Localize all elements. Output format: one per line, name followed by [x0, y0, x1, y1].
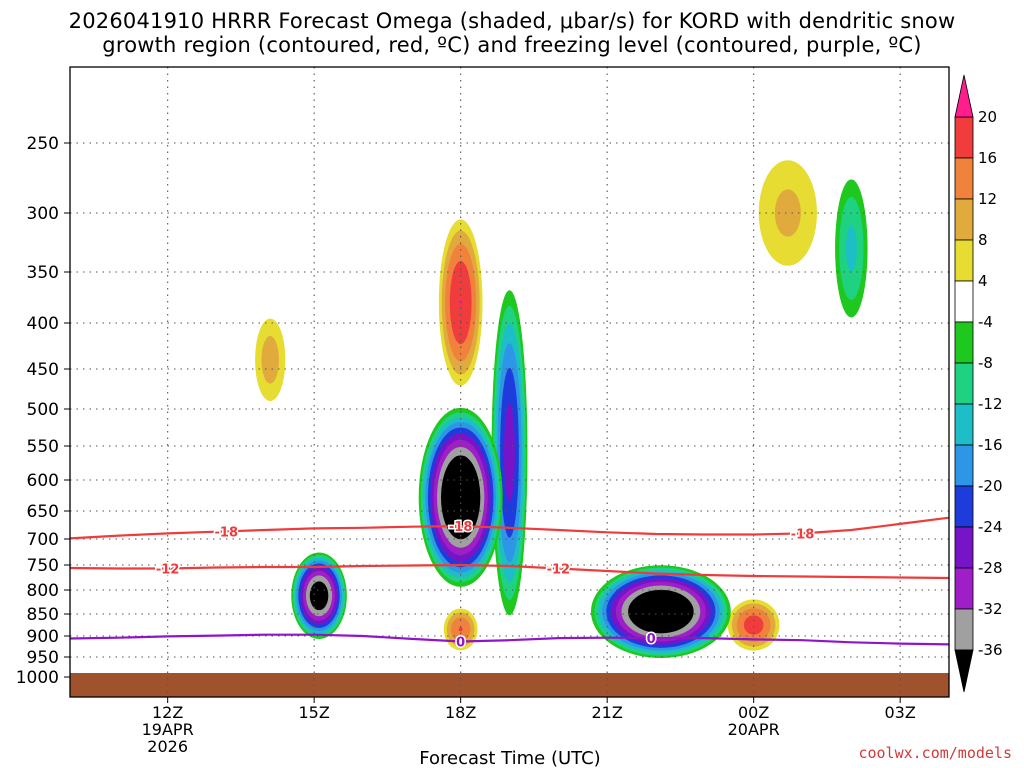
colorbar-top-arrow: [954, 74, 974, 118]
omega-contour-6-neg24: [504, 403, 515, 502]
colorbar-label-10: -24: [978, 518, 1003, 536]
colorbar-label-2: 12: [978, 190, 997, 208]
ytick-label-500: 500: [27, 400, 59, 420]
ytick-label-600: 600: [27, 471, 59, 491]
ytick-label-1000: 1000: [16, 668, 59, 688]
ytick-label-400: 400: [27, 314, 59, 334]
colorbar-label-7: -12: [978, 395, 1003, 413]
omega-contour-4-16: [743, 615, 764, 635]
contour-line-2: [70, 633, 949, 646]
chart-title-line2: growth region (contoured, red, ºC) and f…: [102, 33, 922, 57]
ytick-label-900: 900: [27, 627, 59, 647]
omega-shading: [255, 160, 868, 658]
omega-contour-2-neg12: [845, 225, 857, 272]
ytick-label-300: 300: [27, 204, 59, 224]
xtick-label-27: 03Z: [885, 703, 916, 722]
ytick-label-700: 700: [27, 530, 59, 550]
omega-contour-5-20: [458, 300, 463, 305]
plot-frame: [69, 66, 950, 698]
colorbar-label-8: -16: [978, 436, 1003, 454]
ytick-label-650: 650: [27, 502, 59, 522]
ytick-label-550: 550: [27, 437, 59, 457]
colorbar-band-7: [954, 403, 974, 446]
contour-label-1-0: -12: [156, 563, 180, 578]
xtick-date-12: 19APR: [142, 720, 194, 739]
colorbar-bottom-arrow: [954, 649, 974, 693]
xtick-label-15: 15Z: [299, 703, 330, 722]
chart-title-line1: 2026041910 HRRR Forecast Omega (shaded, …: [68, 9, 956, 33]
ytick-label-450: 450: [27, 360, 59, 380]
colorbar-band-3: [954, 239, 974, 282]
contour-line-0: [70, 516, 949, 540]
x-axis-label: Forecast Time (UTC): [419, 748, 600, 768]
ytick-label-750: 750: [27, 556, 59, 576]
colorbar-label-12: -32: [978, 600, 1003, 618]
colorbar-band-6: [954, 362, 974, 405]
contour-label-2-1: 0: [647, 632, 656, 647]
ytick-label-350: 350: [27, 263, 59, 283]
contour-label-0-2: -18: [791, 527, 815, 542]
pressure-axis: 2503003504004505005506006507007508008509…: [16, 134, 70, 688]
colorbar-legend: 20 16 12 8 4 -4 -8 -12 -16 -20 -24 -28 -32 -36: [954, 74, 1003, 693]
colorbar-band-0: [954, 116, 974, 159]
omega-contour-1-8: [261, 336, 279, 384]
contour-label-2-0: 0: [456, 635, 465, 650]
colorbar-label-11: -28: [978, 559, 1003, 577]
omega-contour-3-16: [458, 627, 463, 632]
ground-surface: [70, 673, 949, 697]
colorbar-band-9: [954, 485, 974, 528]
isotherm-contours: -18 -18 -18 -12 -12 0 0: [70, 516, 949, 652]
contour-line-1: [70, 563, 949, 580]
colorbar-label-9: -20: [978, 477, 1003, 495]
colorbar-band-10: [954, 526, 974, 569]
colorbar-label-3: 8: [978, 231, 988, 249]
contour-label-1-1: -12: [547, 563, 571, 578]
colorbar-band-11: [954, 567, 974, 610]
xtick-label-12: 12Z: [152, 703, 183, 722]
colorbar-band-4: [954, 280, 974, 323]
colorbar-band-12: [954, 608, 974, 651]
colorbar-label-13: -36: [978, 641, 1003, 659]
colorbar-band-8: [954, 444, 974, 487]
colorbar-label-1: 16: [978, 149, 997, 167]
omega-core-9: [629, 590, 693, 633]
contour-label-0-0: -18: [215, 525, 239, 540]
omega-core-7: [310, 582, 328, 610]
xtick-year-12: 2026: [147, 737, 188, 756]
colorbar-band-5: [954, 321, 974, 364]
contour-label-0-1: -18: [449, 520, 473, 535]
xtick-date-24: 20APR: [728, 720, 780, 739]
colorbar-label-6: -8: [978, 354, 993, 372]
ytick-label-250: 250: [27, 134, 59, 154]
grid-lines: [70, 67, 949, 697]
site-credit: coolwx.com/models: [858, 744, 1012, 762]
omega-contour-0-8: [774, 189, 801, 237]
colorbar-band-1: [954, 157, 974, 200]
colorbar-label-4: 4: [978, 272, 988, 290]
colorbar-band-2: [954, 198, 974, 241]
xtick-label-18: 18Z: [445, 703, 476, 722]
xtick-label-21: 21Z: [592, 703, 623, 722]
colorbar-label-5: -4: [978, 313, 993, 331]
colorbar-label-0: 20: [978, 108, 997, 126]
ytick-label-950: 950: [27, 648, 59, 668]
ytick-label-800: 800: [27, 581, 59, 601]
ytick-label-850: 850: [27, 605, 59, 625]
xtick-label-24: 00Z: [738, 703, 769, 722]
